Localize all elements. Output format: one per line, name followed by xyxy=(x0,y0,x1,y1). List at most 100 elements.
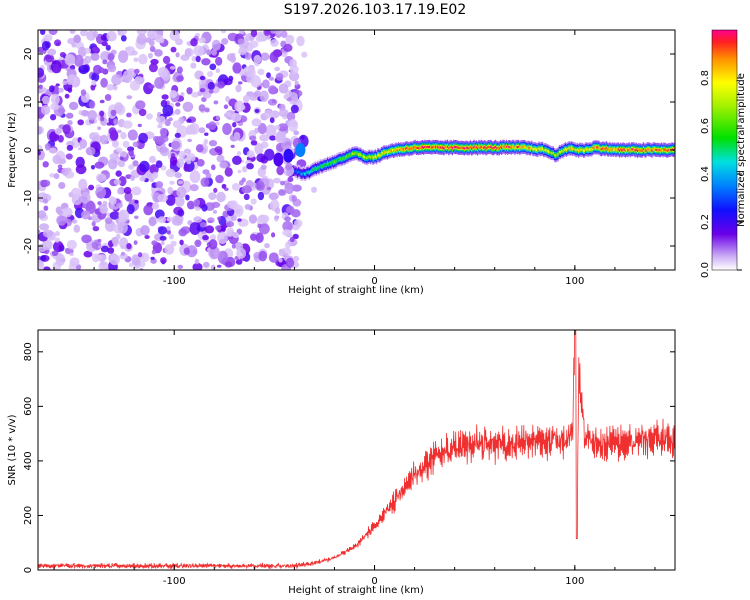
ridge-segment xyxy=(438,146,440,149)
ridge-blob xyxy=(283,148,294,163)
noise-blob xyxy=(115,170,122,177)
noise-blob xyxy=(268,76,274,81)
noise-blob xyxy=(57,107,66,114)
ridge-segment xyxy=(642,148,645,151)
noise-blob xyxy=(175,196,185,207)
ridge-segment xyxy=(572,147,574,150)
noise-blob xyxy=(92,253,100,263)
noise-blob xyxy=(131,254,141,266)
noise-blob xyxy=(211,39,221,51)
ridge-segment xyxy=(403,148,405,151)
ridge-segment xyxy=(530,147,532,150)
ridge-segment xyxy=(367,155,369,159)
ridge-segment xyxy=(590,148,592,151)
noise-blob xyxy=(208,89,214,94)
noise-blob xyxy=(77,46,87,57)
noise-blob xyxy=(132,141,139,148)
ridge-segment xyxy=(400,148,402,151)
noise-blob xyxy=(187,138,193,143)
noise-blob xyxy=(113,118,119,126)
noise-blob xyxy=(215,174,224,184)
noise-blob xyxy=(110,49,117,55)
noise-blob xyxy=(138,108,147,117)
ridge-segment xyxy=(361,155,363,158)
noise-blob xyxy=(164,119,171,127)
noise-blob xyxy=(174,108,181,115)
ridge-segment xyxy=(390,149,392,152)
ridge-segment xyxy=(581,148,583,151)
noise-blob xyxy=(255,232,264,243)
noise-blob xyxy=(233,131,241,141)
noise-blob xyxy=(119,150,128,158)
noise-blob xyxy=(193,199,201,207)
noise-blob xyxy=(294,219,303,228)
noise-blob xyxy=(237,38,245,45)
ridge-segment xyxy=(449,146,451,149)
snr-ytick-label: 200 xyxy=(23,506,34,525)
noise-blob xyxy=(41,239,53,251)
ridge-segment xyxy=(525,146,527,149)
ridge-segment xyxy=(628,147,630,151)
noise-blob xyxy=(211,49,217,56)
noise-blob xyxy=(112,85,118,91)
ridge-segment xyxy=(605,146,607,150)
noise-blob xyxy=(244,52,252,60)
noise-blob xyxy=(257,68,265,76)
noise-blob xyxy=(250,75,261,88)
noise-blob xyxy=(255,180,265,192)
noise-blob xyxy=(133,240,138,245)
noise-blob xyxy=(148,216,157,227)
noise-blob xyxy=(211,164,216,171)
ridge-segment xyxy=(346,155,348,158)
ridge-segment xyxy=(556,153,558,157)
noise-blob xyxy=(169,90,178,98)
ridge-segment xyxy=(636,149,639,152)
ridge-segment xyxy=(551,152,553,155)
noise-blob xyxy=(91,79,97,86)
ridge-segment xyxy=(624,149,627,152)
ridge-segment xyxy=(296,171,298,174)
noise-blob xyxy=(66,239,77,250)
ridge-segment xyxy=(542,147,544,150)
ridge-segment xyxy=(362,155,365,158)
noise-blob xyxy=(236,247,247,259)
noise-blob xyxy=(190,62,197,69)
noise-blob xyxy=(85,201,96,214)
noise-blob xyxy=(177,209,185,217)
noise-blob xyxy=(157,193,168,203)
ridge-segment xyxy=(501,146,503,150)
ridge-segment xyxy=(429,145,431,149)
spectrogram-ytick-label: 0 xyxy=(23,147,34,153)
noise-blob xyxy=(207,71,214,77)
noise-blob xyxy=(208,239,218,250)
ridge-segment xyxy=(314,167,316,170)
noise-blob xyxy=(160,257,167,264)
noise-blob xyxy=(98,261,110,270)
noise-blob xyxy=(126,243,132,250)
ridge-segment xyxy=(515,145,517,148)
noise-blob xyxy=(260,164,267,170)
ridge-segment xyxy=(594,146,597,149)
ridge-segment xyxy=(389,150,391,153)
noise-blob xyxy=(121,251,125,256)
noise-blob xyxy=(212,210,218,214)
ridge-segment xyxy=(608,148,610,151)
noise-blob xyxy=(157,123,163,129)
noise-blob xyxy=(311,186,317,193)
spectrogram-ytick-label: 10 xyxy=(23,96,34,109)
noise-blob xyxy=(47,48,57,56)
noise-blob xyxy=(232,62,242,74)
noise-blob xyxy=(159,36,165,44)
ridge-segment xyxy=(610,148,612,152)
noise-blob xyxy=(280,180,285,186)
noise-blob xyxy=(106,122,112,126)
ridge-segment xyxy=(355,152,357,155)
noise-blob xyxy=(194,239,202,248)
noise-blob xyxy=(92,226,100,232)
ridge-segment xyxy=(578,149,580,152)
noise-blob xyxy=(248,94,258,101)
noise-blob xyxy=(288,92,299,105)
noise-blob xyxy=(129,80,141,91)
ridge-segment xyxy=(471,147,473,150)
noise-blob xyxy=(90,84,96,91)
